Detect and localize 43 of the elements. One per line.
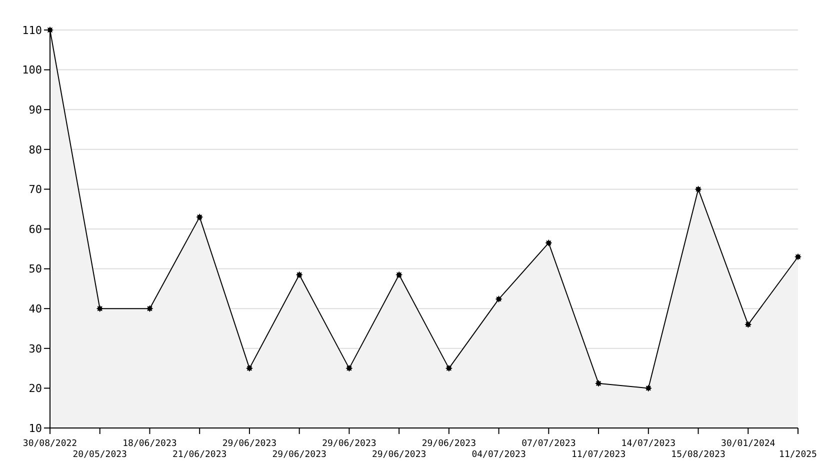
y-tick-label: 80 [28, 143, 42, 156]
point [396, 271, 403, 278]
x-tick-label: 21/06/2023 [172, 450, 227, 460]
y-tick-label: 50 [28, 262, 42, 276]
point [246, 364, 253, 372]
y-tick-label: 70 [28, 183, 42, 196]
point [346, 364, 353, 372]
point [46, 26, 54, 34]
x-tick-label: 18/06/2023 [122, 439, 177, 449]
y-tick-label: 110 [22, 24, 42, 37]
point [595, 380, 602, 387]
point [694, 186, 702, 193]
x-tick-label: 30/08/2022 [22, 439, 78, 449]
x-tick-label: 11/07/2023 [571, 450, 626, 460]
y-tick-label: 10 [28, 422, 42, 435]
point [196, 214, 204, 221]
point [495, 296, 502, 303]
point [445, 364, 452, 372]
point [744, 321, 752, 328]
x-tick-label: 20/05/2023 [72, 450, 127, 460]
y-tick-label: 100 [22, 64, 42, 77]
point [296, 271, 303, 278]
y-tick-label: 20 [28, 382, 42, 396]
y-tick-label: 60 [28, 222, 42, 236]
point [96, 305, 104, 312]
x-tick-label: 07/07/2023 [522, 439, 576, 449]
x-tick-label: 14/07/2023 [621, 439, 676, 449]
x-tick-label: 29/06/2023 [322, 439, 376, 449]
x-tick-label: 11/2025 [779, 450, 817, 460]
point [644, 384, 652, 392]
x-tick-label: 04/07/2023 [472, 450, 526, 460]
x-tick-label: 29/06/2023 [422, 439, 476, 449]
point [545, 239, 552, 246]
x-tick-label: 29/06/2023 [222, 439, 277, 449]
x-tick-label: 29/06/2023 [272, 450, 326, 460]
point [146, 305, 154, 312]
y-tick-label: 90 [28, 104, 42, 117]
x-tick-label: 29/06/2023 [372, 450, 426, 460]
y-tick-label: 30 [28, 342, 42, 356]
point [794, 253, 802, 260]
y-tick-label: 40 [28, 302, 42, 316]
x-tick-label: 30/01/2024 [721, 439, 776, 449]
x-tick-label: 15/08/2023 [671, 450, 726, 460]
